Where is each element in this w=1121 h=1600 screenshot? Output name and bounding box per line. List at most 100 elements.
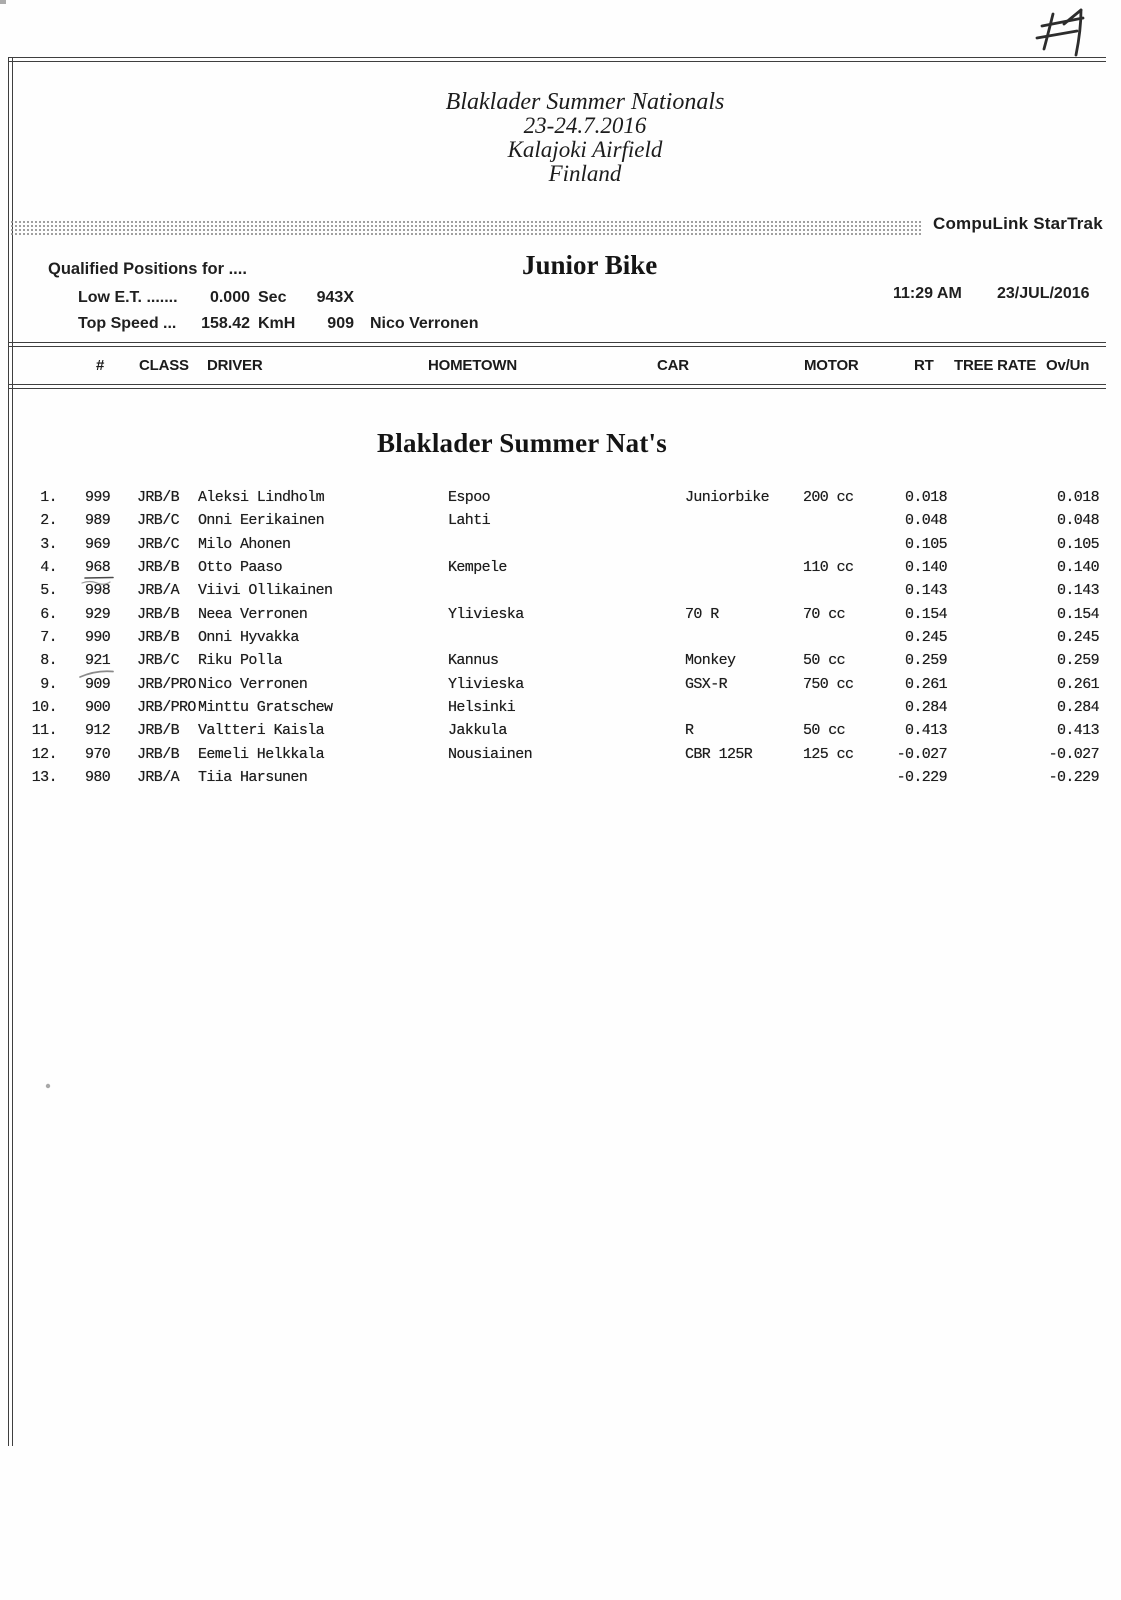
results-section-title: Blaklader Summer Nat's (377, 428, 667, 458)
cell-ov-un: 0.140 (1056, 559, 1100, 577)
cell-driver: Neea Verronen (198, 605, 308, 623)
event-title-block: Blaklader Summer Nationals 23-24.7.2016 … (0, 90, 1121, 186)
cell-ov-un: 0.261 (1056, 675, 1100, 693)
cell-position: 3. (40, 535, 57, 553)
cell-rt: -0.027 (896, 745, 948, 763)
cell-ov-un: 0.143 (1056, 582, 1100, 600)
col-header-driver: DRIVER (207, 357, 263, 374)
pencil-dot (45, 1083, 51, 1089)
cell-hometown: Jakkula (448, 722, 507, 740)
cell-position: 9. (40, 675, 57, 693)
table-row: 5. 998 JRB/A Viivi Ollikainen 0.143 0.14… (0, 579, 1121, 602)
cell-car-number: 999 (85, 489, 111, 506)
table-row: 4. 968 JRB/B Otto Paaso Kempele 110 cc 0… (0, 556, 1121, 579)
table-row: 7. 990 JRB/B Onni Hyvakka 0.245 0.245 (0, 626, 1121, 649)
col-header-hometown: HOMETOWN (428, 357, 517, 374)
table-row: 8. 921 JRB/C Riku Polla Kannus Monkey 50… (0, 649, 1121, 672)
page-top-rule (8, 57, 1106, 62)
cell-motor: 200 cc (803, 489, 854, 506)
col-header-motor: MOTOR (804, 357, 859, 374)
cell-class: JRB/A (137, 769, 180, 787)
cell-driver: Minttu Gratschew (198, 699, 333, 717)
cell-rt: 0.245 (904, 629, 948, 647)
handwritten-number-one-mark (1035, 8, 1085, 57)
cell-position: 2. (40, 512, 57, 530)
cell-class: JRB/B (137, 745, 180, 763)
top-speed-value: 158.42 (201, 315, 250, 332)
table-row: 10. 900 JRB/PRO Minttu Gratschew Helsink… (0, 696, 1121, 719)
cell-driver: Onni Eerikainen (198, 512, 325, 530)
top-speed-driver: Nico Verronen (370, 315, 479, 332)
col-header-class: CLASS (139, 357, 189, 374)
cell-rt: 0.284 (904, 699, 948, 717)
cell-hometown: Kannus (448, 652, 499, 670)
cell-hometown: Nousiainen (448, 745, 533, 763)
cell-class: JRB/C (137, 535, 180, 553)
table-row: 11. 912 JRB/B Valtteri Kaisla Jakkula R … (0, 719, 1121, 742)
cell-motor: 125 cc (803, 745, 854, 763)
table-row: 9. 909 JRB/PRO Nico Verronen Ylivieska G… (0, 673, 1121, 696)
cell-class: JRB/A (137, 582, 180, 600)
cell-ov-un: 0.018 (1056, 489, 1100, 506)
top-speed-unit: KmH (258, 315, 296, 332)
cell-ov-un: -0.027 (1048, 745, 1100, 763)
low-et-car-number: 943X (316, 289, 354, 306)
cell-ov-un: 0.048 (1056, 512, 1100, 530)
cell-rt: 0.154 (904, 605, 948, 623)
cell-class: JRB/B (137, 629, 180, 647)
cell-class: JRB/PRO (137, 699, 196, 717)
cell-car-number: 989 (85, 512, 111, 530)
cell-driver: Aleksi Lindholm (198, 489, 325, 506)
cell-rt: 0.140 (904, 559, 948, 577)
event-venue: Kalajoki Airfield (507, 137, 663, 162)
cell-car-number: 969 (85, 535, 111, 553)
cell-car-number: 970 (85, 745, 111, 763)
cell-car-number: 998 (85, 582, 111, 600)
cell-position: 10. (31, 699, 58, 717)
page-left-border (8, 57, 13, 1446)
cell-rt: 0.261 (904, 675, 948, 693)
cell-car: R (685, 722, 694, 740)
event-country: Finland (548, 161, 622, 186)
dotted-separator-band (10, 220, 923, 236)
cell-car-number: 900 (85, 699, 111, 717)
scan-artifact (0, 0, 6, 4)
low-et-value: 0.000 (209, 289, 250, 306)
cell-motor: 70 cc (803, 605, 846, 623)
results-rows: 1. 999 JRB/B Aleksi Lindholm Espoo Junio… (0, 486, 1121, 789)
cell-motor: 750 cc (803, 675, 854, 693)
low-et-unit: Sec (258, 289, 287, 306)
cell-position: 11. (31, 722, 58, 740)
cell-driver: Milo Ahonen (198, 535, 291, 553)
cell-motor: 50 cc (803, 652, 846, 670)
cell-hometown: Kempele (448, 559, 507, 577)
cell-driver: Tiia Harsunen (198, 769, 308, 787)
cell-ov-un: 0.259 (1056, 652, 1100, 670)
cell-position: 4. (40, 559, 57, 577)
cell-car-number: 929 (85, 605, 111, 623)
cell-motor: 50 cc (803, 722, 846, 740)
cell-position: 6. (40, 605, 57, 623)
cell-car: GSX-R (685, 675, 728, 693)
table-row: 6. 929 JRB/B Neea Verronen Ylivieska 70 … (0, 603, 1121, 626)
cell-rt: 0.105 (904, 535, 948, 553)
cell-hometown: Helsinki (448, 699, 516, 717)
table-row: 12. 970 JRB/B Eemeli Helkkala Nousiainen… (0, 743, 1121, 766)
cell-driver: Viivi Ollikainen (198, 582, 333, 600)
cell-car: Monkey (685, 652, 736, 670)
table-row: 3. 969 JRB/C Milo Ahonen 0.105 0.105 (0, 533, 1121, 556)
cell-rt: 0.048 (904, 512, 948, 530)
cell-class: JRB/B (137, 559, 180, 577)
cell-driver: Onni Hyvakka (198, 629, 299, 647)
table-row: 1. 999 JRB/B Aleksi Lindholm Espoo Junio… (0, 486, 1121, 509)
low-et-label: Low E.T. ....... (78, 289, 178, 306)
cell-driver: Riku Polla (198, 652, 283, 670)
cell-driver: Otto Paaso (198, 559, 283, 577)
top-speed-car-number: 909 (327, 315, 354, 332)
category-title: Junior Bike (522, 250, 658, 280)
cell-rt: 0.413 (904, 722, 948, 740)
cell-car-number: 968 (85, 559, 111, 577)
cell-car-number: 980 (85, 769, 111, 787)
printed-date: 23/JUL/2016 (997, 285, 1090, 302)
cell-car-number: 990 (85, 629, 111, 647)
